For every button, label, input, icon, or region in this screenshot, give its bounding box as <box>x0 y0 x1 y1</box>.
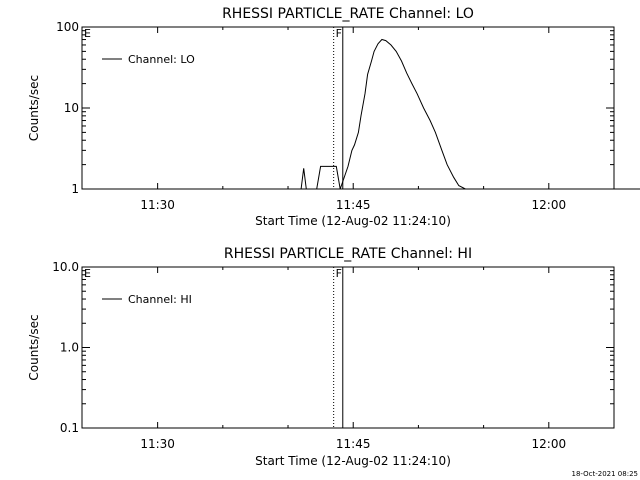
chart-title: RHESSI PARTICLE_RATE Channel: LO <box>222 6 474 22</box>
x-tick-label: 11:45 <box>336 198 371 212</box>
chart-title: RHESSI PARTICLE_RATE Channel: HI <box>224 246 472 262</box>
y-axis-label: Counts/sec <box>27 75 41 141</box>
y-tick-label: 100 <box>56 20 79 34</box>
event-marker-label: E <box>84 27 91 40</box>
y-tick-label: 0.1 <box>60 421 79 435</box>
y-tick-label: 1.0 <box>60 341 79 355</box>
legend-label: Channel: LO <box>128 53 195 66</box>
panel-lo: RHESSI PARTICLE_RATE Channel: LO 11:30 11:… <box>27 6 640 228</box>
event-marker-label: F <box>336 27 342 40</box>
legend-label: Channel: HI <box>128 293 192 306</box>
plot-frame <box>81 266 615 429</box>
x-axis-label: Start Time (12-Aug-02 11:24:10) <box>255 454 451 468</box>
y-tick-label: 10.0 <box>52 260 79 274</box>
x-tick-label: 12:00 <box>532 198 567 212</box>
series-line <box>300 38 640 190</box>
x-tick-label: 11:30 <box>140 198 175 212</box>
x-axis-label: Start Time (12-Aug-02 11:24:10) <box>255 214 451 228</box>
x-tick-label: 11:45 <box>336 437 371 451</box>
y-axis-label: Counts/sec <box>27 314 41 380</box>
event-marker-label: E <box>84 267 91 280</box>
x-tick-label: 12:00 <box>532 437 567 451</box>
panel-hi: RHESSI PARTICLE_RATE Channel: HI 11:30 11:… <box>27 246 615 468</box>
x-tick-label: 11:30 <box>140 437 175 451</box>
footer-timestamp: 18-Oct-2021 08:25 <box>572 470 638 478</box>
event-marker-label: F <box>336 267 342 280</box>
y-tick-label: 1 <box>71 182 79 196</box>
y-tick-label: 10 <box>64 101 79 115</box>
